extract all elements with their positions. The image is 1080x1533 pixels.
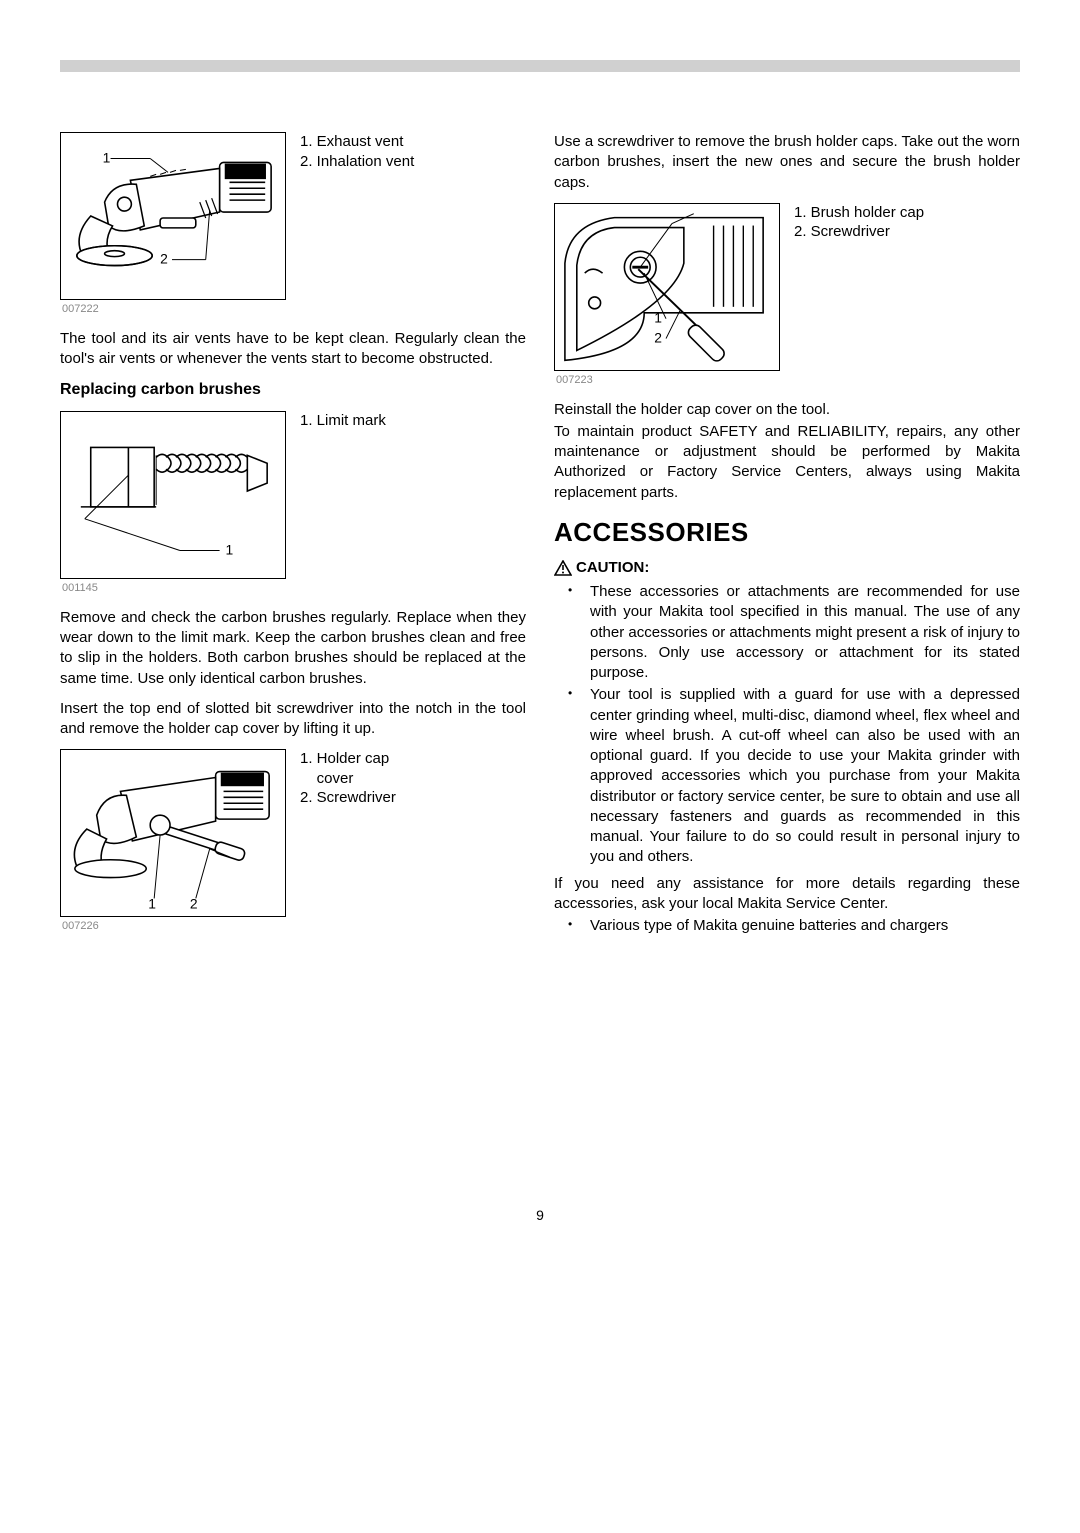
left-para-2: Remove and check the carbon brushes regu… [60,608,526,689]
right-para-2: Reinstall the holder cap cover on the to… [554,400,1020,420]
bullet-item: Your tool is supplied with a guard for u… [554,685,1020,867]
left-para-1: The tool and its air vents have to be ke… [60,329,526,370]
caution-label: CAUTION: [576,558,649,578]
figure-3-legend: 1. Holder cap cover 2. Screwdriver [300,749,396,808]
figure-3-frame: 1 2 [60,749,286,917]
figure-4-frame-wrap: 1 2 007223 [554,203,780,396]
two-column-layout: 1 2 007222 1. Exhaust vent 2. Inhal [60,132,1020,946]
figure-4-number: 007223 [556,373,780,388]
figure-3-frame-wrap: 1 2 007226 [60,749,286,942]
subhead-replacing-brushes: Replacing carbon brushes [60,379,526,401]
figure-2-frame: 1 [60,411,286,579]
figure-1-frame-wrap: 1 2 007222 [60,132,286,325]
right-para-1: Use a screwdriver to remove the brush ho… [554,132,1020,193]
figure-1-block: 1 2 007222 1. Exhaust vent 2. Inhal [60,132,526,325]
caution-heading: CAUTION: [554,558,1020,578]
bullet-item: These accessories or attachments are rec… [554,582,1020,683]
fig1-legend-2: 2. Inhalation vent [300,152,414,172]
right-column: Use a screwdriver to remove the brush ho… [554,132,1020,946]
fig3-callout-2: 2 [190,896,198,912]
grinder-vents-illustration: 1 2 [61,132,285,300]
fig2-callout-1: 1 [226,541,234,557]
fig3-legend-1: 1. Holder cap [300,749,396,769]
figure-2-legend: 1. Limit mark [300,411,386,431]
fig4-legend-2: 2. Screwdriver [794,222,924,242]
fig4-callout-1: 1 [654,309,662,325]
figure-4-frame: 1 2 [554,203,780,371]
left-para-3: Insert the top end of slotted bit screwd… [60,699,526,740]
figure-1-legend: 1. Exhaust vent 2. Inhalation vent [300,132,414,171]
fig3-legend-2: 2. Screwdriver [300,788,396,808]
left-column: 1 2 007222 1. Exhaust vent 2. Inhal [60,132,526,946]
fig1-callout-2: 2 [160,251,168,267]
figure-2-number: 001145 [62,581,286,596]
page-number: 9 [60,1206,1020,1225]
fig4-legend-1: 1. Brush holder cap [794,203,924,223]
warning-triangle-icon [554,560,572,576]
fig1-callout-1: 1 [103,149,111,165]
section-accessories: ACCESSORIES [554,515,1020,550]
fig3-callout-1: 1 [148,896,156,912]
header-rule [60,60,1020,72]
figure-3-block: 1 2 007226 1. Holder cap cover [60,749,526,942]
accessories-bullets-1: These accessories or attachments are rec… [554,582,1020,868]
bullet-item: Various type of Makita genuine batteries… [554,916,1020,936]
brush-holder-cap-illustration: 1 2 [555,203,779,371]
figure-3-number: 007226 [62,919,286,934]
right-para-3: To maintain product SAFETY and RELIABILI… [554,422,1020,503]
figure-2-frame-wrap: 1 001145 [60,411,286,604]
fig3-legend-1b: cover [300,769,396,789]
right-para-4: If you need any assistance for more deta… [554,874,1020,915]
figure-1-number: 007222 [62,302,286,317]
fig4-callout-2: 2 [654,329,662,345]
figure-2-block: 1 001145 1. Limit mark [60,411,526,604]
holder-cap-cover-illustration: 1 2 [61,749,285,917]
fig1-legend-1: 1. Exhaust vent [300,132,414,152]
fig2-legend-1: 1. Limit mark [300,411,386,431]
figure-1-frame: 1 2 [60,132,286,300]
carbon-brush-illustration: 1 [61,411,285,579]
accessories-bullets-2: Various type of Makita genuine batteries… [554,916,1020,936]
figure-4-legend: 1. Brush holder cap 2. Screwdriver [794,203,924,242]
figure-4-block: 1 2 007223 1. B [554,203,1020,396]
